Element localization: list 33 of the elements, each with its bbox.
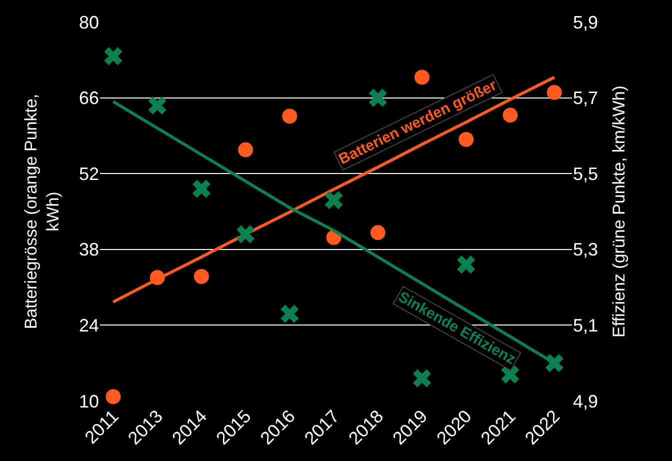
- point: [192, 180, 211, 198]
- y-tick-label: 80: [78, 12, 99, 32]
- y-tick-label: 66: [78, 88, 99, 108]
- y-axis-title: Batteriegrösse (orange Punkte, kWh): [21, 94, 63, 330]
- point: [412, 369, 432, 388]
- point: [368, 88, 387, 107]
- y-tick-label: 52: [78, 164, 99, 184]
- y-tick-label: 38: [78, 240, 99, 260]
- y2-tick-label: 5,7: [573, 88, 598, 108]
- point: [370, 225, 386, 240]
- y2-tick-label: 5,3: [573, 240, 598, 260]
- y2-tick-label: 5,9: [573, 12, 598, 32]
- y2-axis-title: Effizienz (grüne Punkte, km/kWh): [609, 86, 628, 338]
- point: [104, 47, 122, 66]
- point: [236, 225, 255, 244]
- point: [282, 108, 298, 124]
- point: [106, 389, 121, 404]
- point: [546, 84, 562, 100]
- point: [280, 304, 299, 323]
- point: [502, 108, 518, 123]
- point: [414, 70, 430, 85]
- y2-tick-label: 5,1: [573, 316, 598, 336]
- y2-tick-label: 4,9: [573, 391, 598, 412]
- point: [501, 365, 520, 384]
- point: [457, 256, 476, 274]
- point: [324, 191, 343, 210]
- y-tick-label: 10: [78, 391, 99, 412]
- point: [458, 132, 474, 147]
- y-tick-label: 24: [78, 316, 99, 336]
- point: [238, 142, 254, 158]
- point: [148, 96, 166, 114]
- point: [194, 268, 209, 284]
- y2-tick-label: 5,5: [573, 164, 598, 184]
